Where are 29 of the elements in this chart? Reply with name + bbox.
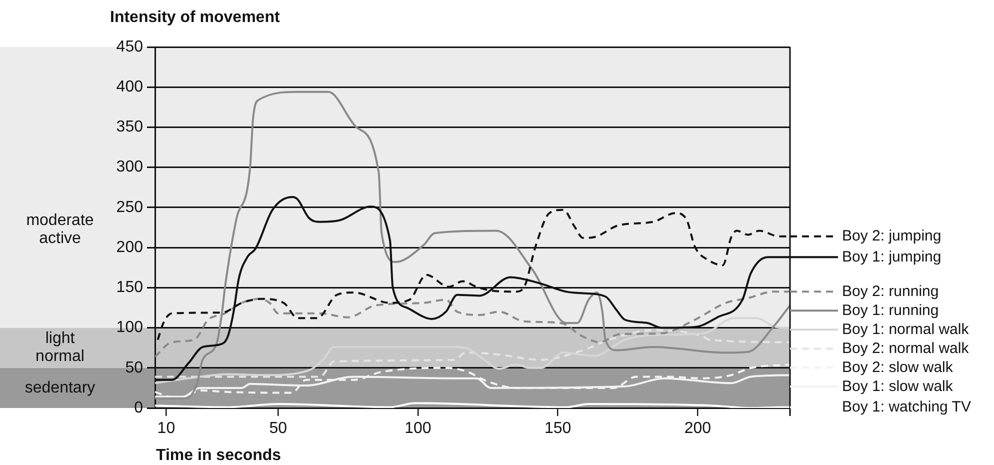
band-label: light normal: [36, 330, 84, 366]
y-tick-label: 200: [116, 238, 144, 256]
legend-label: Boy 1: jumping: [842, 248, 942, 266]
y-tick-label: 100: [116, 319, 144, 336]
y-tick-label: 250: [116, 198, 144, 216]
legend-label: Boy 1: slow walk: [842, 378, 954, 395]
y-tick-label: 450: [116, 38, 144, 56]
y-tick-label: 150: [116, 279, 144, 296]
y-tick-label: 0: [134, 399, 144, 416]
x-tick-label: 10: [157, 420, 176, 438]
y-tick-label: 350: [116, 118, 144, 136]
legend-label: Boy 1: running: [842, 302, 939, 319]
y-tick-label: 400: [116, 78, 144, 96]
band-label: sedentary: [24, 379, 96, 396]
x-tick-label: 200: [684, 420, 712, 438]
x-tick-label: 50: [269, 420, 288, 438]
x-axis-title: Time in seconds: [156, 447, 282, 464]
y-tick-label: 50: [125, 359, 144, 376]
y-tick-label: 300: [116, 158, 144, 176]
legend-label: Boy 2: jumping: [842, 227, 942, 244]
x-tick-label: 100: [404, 420, 432, 438]
legend-label: Boy 2: normal walk: [842, 340, 970, 357]
x-tick-label: 150: [544, 420, 572, 438]
legend-label: Boy 1: watching TV: [842, 398, 971, 416]
band-label: moderate active: [26, 212, 94, 247]
legend-label: Boy 2: running: [842, 282, 939, 300]
legend-label: Boy 1: normal walk: [842, 320, 970, 338]
y-axis-title: Intensity of movement: [110, 9, 280, 26]
legend-label: Boy 2: slow walk: [842, 358, 954, 376]
